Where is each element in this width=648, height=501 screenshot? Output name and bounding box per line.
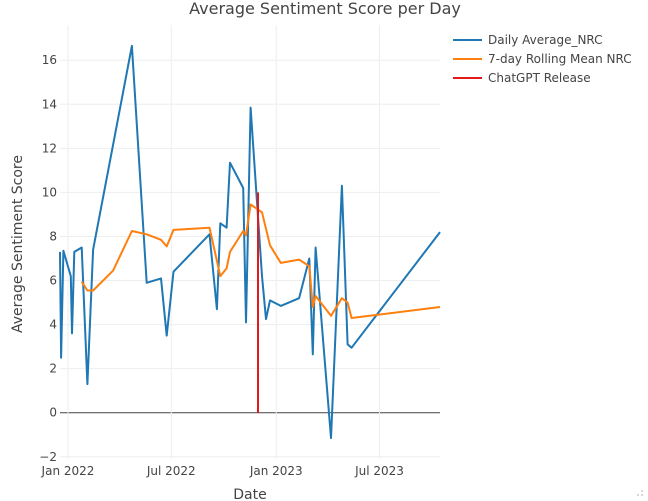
y-tick-label: 8 [49, 229, 57, 243]
chart-title: Average Sentiment Score per Day [189, 0, 461, 18]
resize-handle-icon[interactable] [637, 490, 643, 496]
y-tick-label: 16 [42, 53, 57, 67]
x-tick-label: Jan 2023 [249, 464, 303, 478]
y-axis-title: Average Sentiment Score [10, 155, 26, 333]
x-axis-title: Date [233, 487, 266, 501]
y-tick-label: 4 [49, 318, 57, 332]
series-line-1[interactable] [80, 203, 441, 319]
y-tick-label: 0 [49, 406, 57, 420]
y-tick-label: 14 [42, 97, 57, 111]
series-line-0[interactable] [59, 44, 441, 440]
legend-label-rolling-mean[interactable]: 7-day Rolling Mean NRC [488, 52, 632, 66]
y-tick-label: −2 [39, 450, 57, 464]
series-lines[interactable] [59, 44, 441, 440]
gridlines [60, 25, 440, 459]
legend[interactable]: Daily Average_NRC 7-day Rolling Mean NRC… [453, 33, 632, 85]
y-tick-label: 2 [49, 362, 57, 376]
tick-labels: −2 0 2 4 6 8 10 12 14 16 Jan 2022 Jul 2022 Jan 2023 J… [39, 53, 404, 478]
x-tick-label: Jul 2022 [146, 464, 196, 478]
y-tick-label: 6 [49, 274, 57, 288]
legend-label-daily-average[interactable]: Daily Average_NRC [488, 33, 603, 47]
x-tick-label: Jul 2023 [354, 464, 404, 478]
y-tick-label: 12 [42, 141, 57, 155]
legend-label-chatgpt-release[interactable]: ChatGPT Release [488, 71, 591, 85]
y-tick-label: 10 [42, 185, 57, 199]
x-tick-label: Jan 2022 [41, 464, 95, 478]
